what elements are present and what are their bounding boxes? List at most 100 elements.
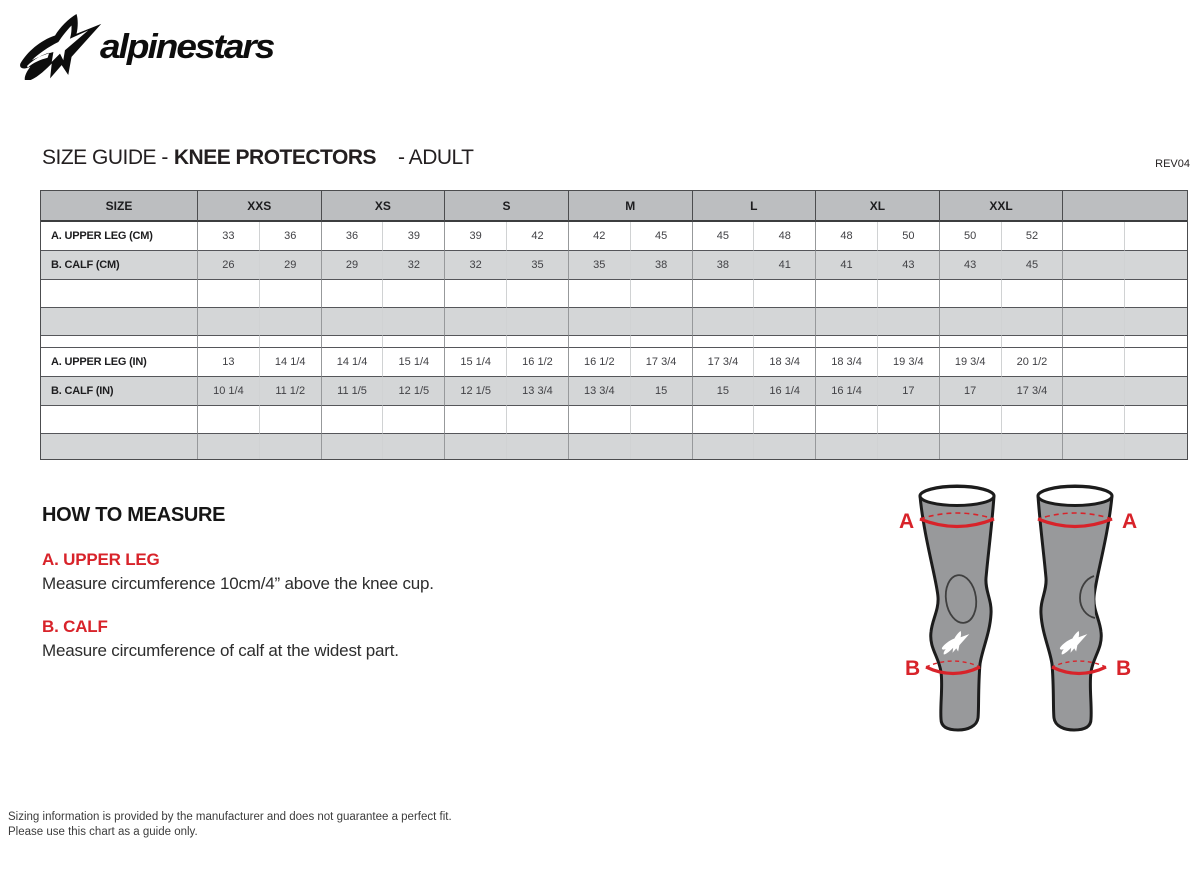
disclaimer-line-1: Sizing information is provided by the ma… bbox=[8, 811, 452, 823]
column-header-l: L bbox=[692, 191, 817, 222]
empty-cell bbox=[1001, 336, 1064, 348]
empty-cell bbox=[877, 434, 940, 459]
knee-protector-side-illustration bbox=[1036, 484, 1114, 732]
table-cell: 33 bbox=[198, 222, 260, 251]
measure-item-calf: B. CALF Measure circumference of calf at… bbox=[42, 617, 602, 661]
table-cell: 11 1/5 bbox=[321, 377, 384, 406]
table-cell: 15 bbox=[630, 377, 693, 406]
marker-a-right: A bbox=[1122, 510, 1138, 533]
empty-cell bbox=[754, 308, 817, 336]
table-cell: 48 bbox=[816, 222, 878, 251]
alpinestars-star-icon bbox=[20, 14, 102, 80]
table-cell: 29 bbox=[321, 251, 384, 280]
table-cell: 36 bbox=[321, 222, 384, 251]
empty-cell bbox=[877, 406, 940, 434]
revision-label: REV04 bbox=[1155, 158, 1190, 170]
table-cell: 41 bbox=[754, 251, 817, 280]
table-cell: 14 1/4 bbox=[259, 348, 322, 377]
table-cell: 41 bbox=[816, 251, 878, 280]
empty-cell bbox=[1125, 222, 1187, 251]
row-label: B. CALF (IN) bbox=[41, 377, 198, 406]
table-cell: 17 bbox=[877, 377, 940, 406]
table-cell: 43 bbox=[877, 251, 940, 280]
table-cell: 32 bbox=[445, 251, 508, 280]
empty-cell bbox=[321, 434, 384, 459]
empty-cell bbox=[816, 406, 878, 434]
empty-cell bbox=[630, 280, 693, 308]
empty-cell bbox=[692, 336, 755, 348]
column-header-xl: XL bbox=[816, 191, 940, 222]
row-label: A. UPPER LEG (IN) bbox=[41, 348, 198, 377]
empty-cell bbox=[1063, 336, 1126, 348]
empty-cell bbox=[568, 434, 631, 459]
table-cell: 16 1/2 bbox=[568, 348, 631, 377]
empty-row-label bbox=[41, 336, 198, 348]
size-table: SIZE XXS XS S M L XL XXL A. UPPER LEG (CM) 33 36 36… bbox=[40, 190, 1188, 460]
empty-cell bbox=[754, 406, 817, 434]
empty-cell bbox=[198, 336, 260, 348]
marker-b-left: B bbox=[905, 657, 921, 680]
empty-cell bbox=[692, 308, 755, 336]
table-cell: 50 bbox=[939, 222, 1002, 251]
disclaimer-line-2: Please use this chart as a guide only. bbox=[8, 826, 198, 838]
measure-label-b: B. CALF bbox=[42, 617, 108, 636]
empty-cell bbox=[568, 280, 631, 308]
empty-cell bbox=[198, 406, 260, 434]
measure-item-upper-leg: A. UPPER LEG Measure circumference 10cm/… bbox=[42, 550, 602, 594]
empty-cell bbox=[1063, 348, 1126, 377]
table-cell: 16 1/4 bbox=[754, 377, 817, 406]
table-cell: 36 bbox=[259, 222, 322, 251]
empty-cell bbox=[692, 280, 755, 308]
empty-cell bbox=[445, 406, 508, 434]
table-cell: 15 bbox=[692, 377, 755, 406]
empty-cell bbox=[939, 280, 1002, 308]
empty-cell bbox=[1063, 377, 1126, 406]
empty-cell bbox=[198, 308, 260, 336]
marker-b-right: B bbox=[1116, 657, 1132, 680]
empty-cell bbox=[507, 336, 569, 348]
measure-text-a: Measure circumference 10cm/4” above the … bbox=[42, 574, 434, 593]
empty-cell bbox=[383, 406, 446, 434]
measure-label-a: A. UPPER LEG bbox=[42, 550, 160, 569]
empty-cell bbox=[1125, 280, 1187, 308]
empty-cell bbox=[198, 280, 260, 308]
table-cell: 43 bbox=[939, 251, 1002, 280]
table-cell: 16 1/2 bbox=[507, 348, 569, 377]
empty-cell bbox=[321, 336, 384, 348]
table-cell: 35 bbox=[507, 251, 569, 280]
column-header-xs: XS bbox=[321, 191, 446, 222]
page-title: SIZE GUIDE - KNEE PROTECTORS - ADULT bbox=[42, 146, 474, 170]
sleeve-star-icon bbox=[1059, 631, 1088, 655]
table-cell: 17 3/4 bbox=[630, 348, 693, 377]
empty-cell bbox=[321, 280, 384, 308]
empty-cell bbox=[445, 434, 508, 459]
title-suffix: - ADULT bbox=[398, 146, 474, 169]
empty-cell bbox=[754, 336, 817, 348]
table-cell: 39 bbox=[445, 222, 508, 251]
empty-cell bbox=[816, 308, 878, 336]
size-table-corner: SIZE bbox=[41, 191, 198, 222]
empty-cell bbox=[1063, 308, 1126, 336]
row-label: B. CALF (CM) bbox=[41, 251, 198, 280]
table-cell: 42 bbox=[507, 222, 569, 251]
empty-cell bbox=[383, 336, 446, 348]
table-cell: 18 3/4 bbox=[816, 348, 878, 377]
column-header-xxs: XXS bbox=[198, 191, 322, 222]
empty-cell bbox=[630, 406, 693, 434]
table-cell: 14 1/4 bbox=[321, 348, 384, 377]
table-cell: 45 bbox=[692, 222, 755, 251]
empty-cell bbox=[877, 336, 940, 348]
empty-cell bbox=[1001, 280, 1064, 308]
empty-cell bbox=[321, 308, 384, 336]
table-cell: 38 bbox=[692, 251, 755, 280]
knee-protector-front-illustration bbox=[918, 484, 996, 732]
empty-cell bbox=[877, 280, 940, 308]
column-header-xxl: XXL bbox=[939, 191, 1064, 222]
empty-cell bbox=[1125, 308, 1187, 336]
empty-cell bbox=[939, 434, 1002, 459]
empty-cell bbox=[816, 336, 878, 348]
empty-cell bbox=[1001, 434, 1064, 459]
empty-cell bbox=[568, 308, 631, 336]
table-cell: 15 1/4 bbox=[445, 348, 508, 377]
empty-cell bbox=[1125, 348, 1187, 377]
